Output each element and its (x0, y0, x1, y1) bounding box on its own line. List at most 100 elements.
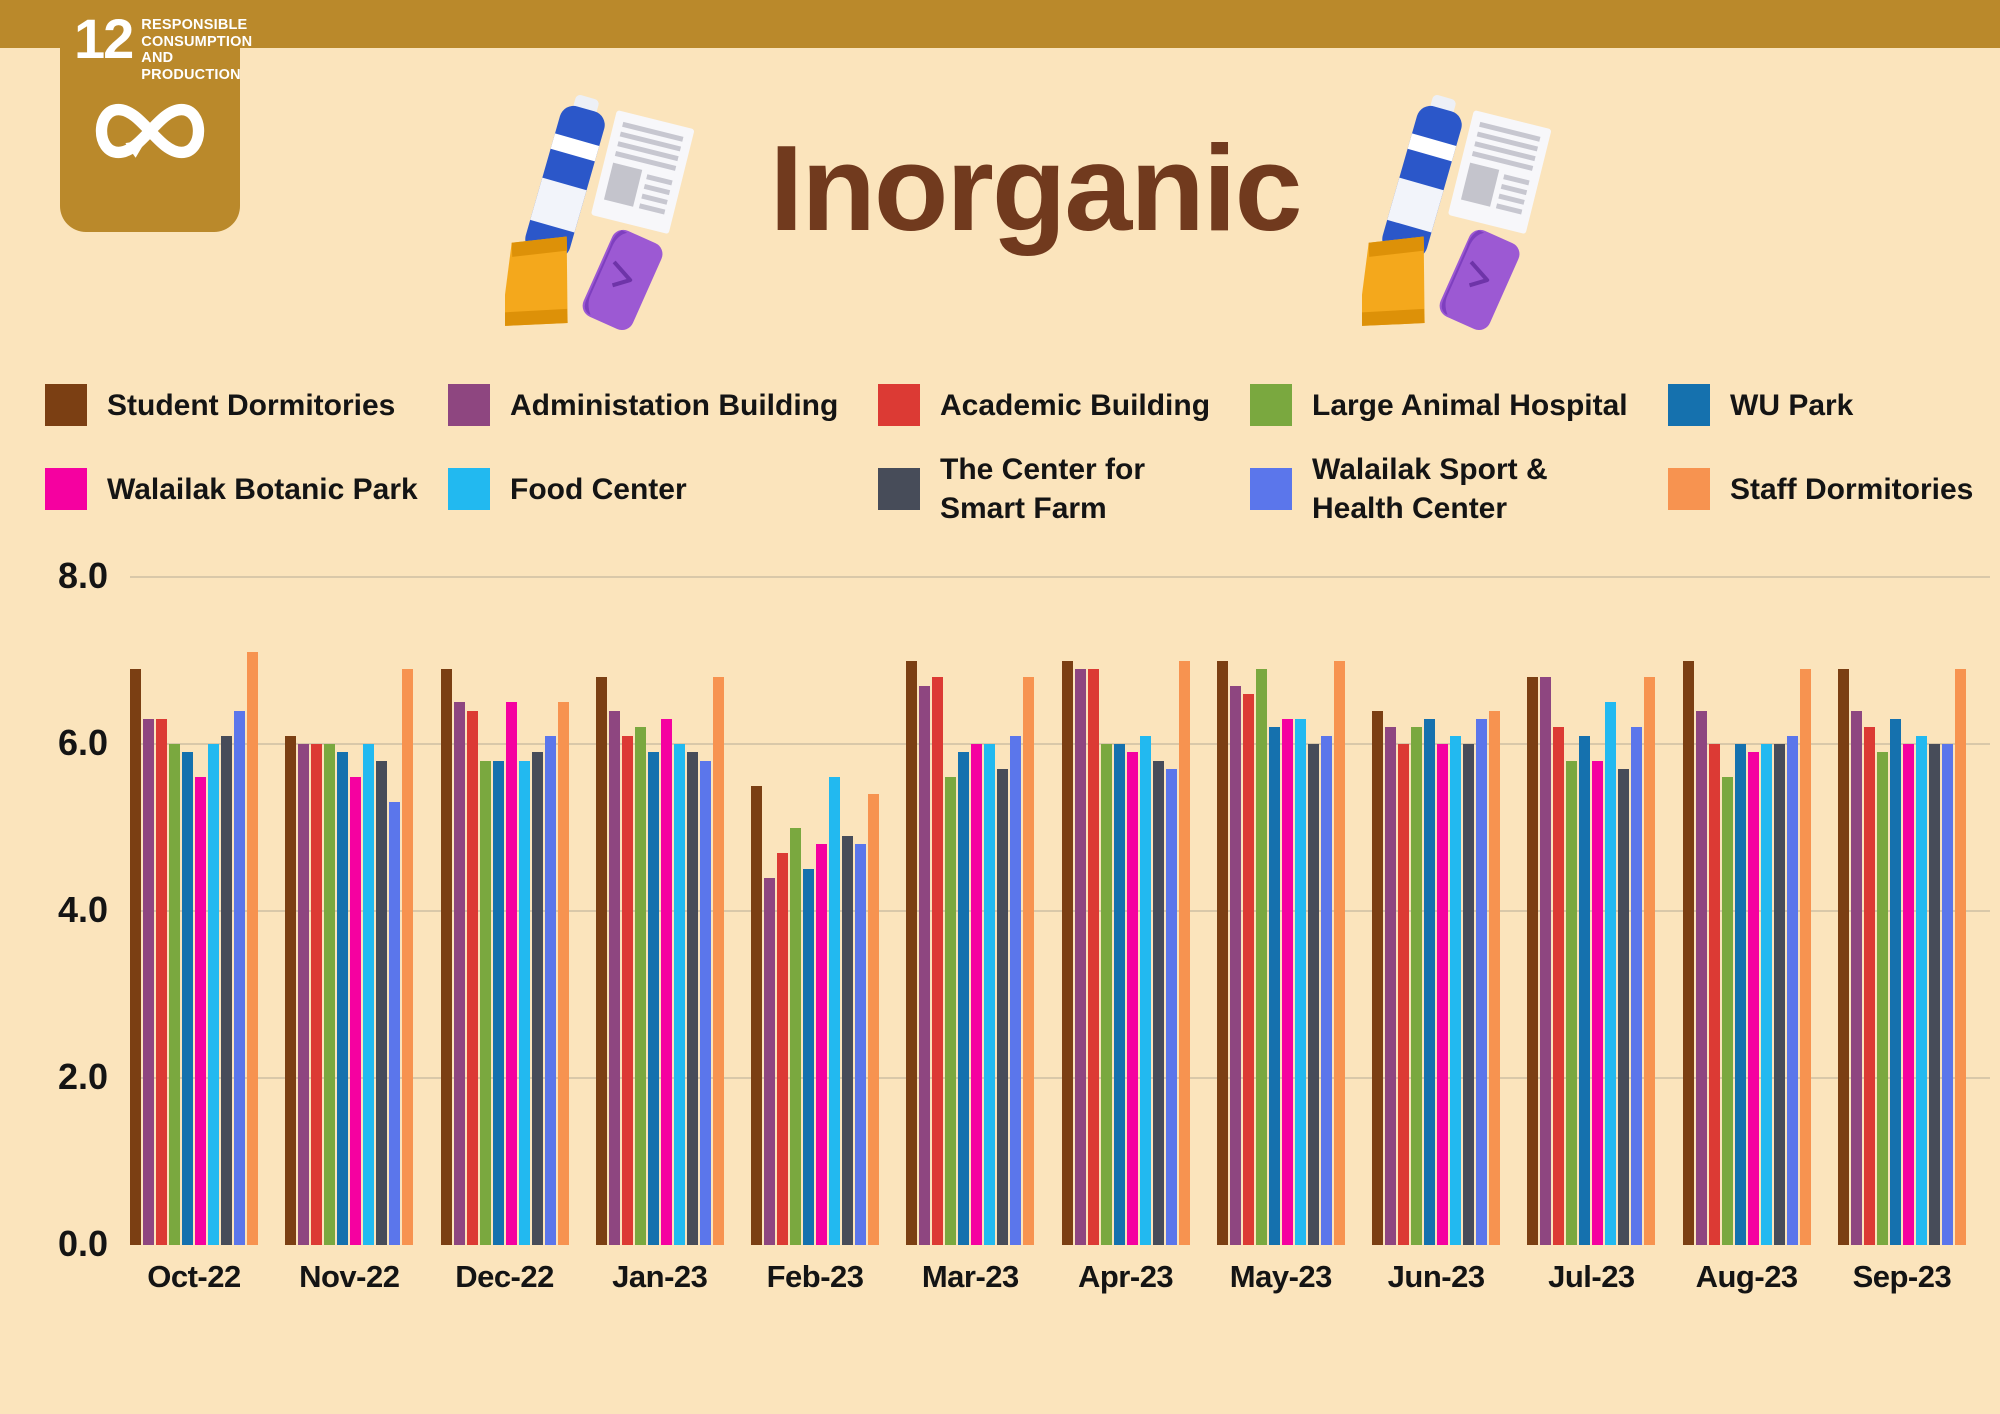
bar (1682, 660, 1694, 1245)
bar (699, 760, 711, 1245)
bar-group-Sep-23 (1837, 577, 1966, 1245)
bar (764, 877, 776, 1245)
x-axis-label: Jul-23 (1548, 1259, 1635, 1294)
grid-line (130, 576, 1990, 578)
bar (1540, 677, 1552, 1245)
bar (298, 744, 310, 1245)
bar (660, 718, 672, 1245)
bar (311, 744, 323, 1245)
y-axis-tick-label: 6.0 (57, 722, 108, 763)
bar (466, 710, 478, 1245)
bar-group-Oct-22 (130, 577, 258, 1245)
bar (1837, 668, 1849, 1245)
bar (557, 702, 569, 1245)
legend-item: WU Park (1668, 384, 1975, 426)
wrapper-icon (582, 229, 663, 330)
bar (1268, 727, 1280, 1245)
bar (1941, 744, 1953, 1245)
bar (868, 794, 880, 1245)
bar (751, 785, 763, 1245)
y-axis-tick-label: 8.0 (57, 555, 108, 596)
bar (1255, 668, 1267, 1245)
bar (1372, 710, 1384, 1245)
bar (1398, 744, 1410, 1245)
bar (1216, 660, 1228, 1245)
legend-label: Administation Building (510, 388, 839, 422)
grid-line (130, 743, 1990, 745)
bar (712, 677, 724, 1245)
bar (505, 702, 517, 1245)
bar (1734, 744, 1746, 1245)
legend-swatch (878, 384, 920, 426)
bar (1307, 744, 1319, 1245)
legend-swatch (1668, 384, 1710, 426)
bar (337, 752, 349, 1245)
bar (479, 760, 491, 1245)
bar (1489, 710, 1501, 1245)
bar-group-Apr-23 (1061, 577, 1190, 1245)
bar (1954, 668, 1966, 1245)
bar (1242, 693, 1254, 1245)
bar (1385, 727, 1397, 1245)
bar (1566, 760, 1578, 1245)
legend-swatch (448, 468, 490, 510)
grid-line (130, 1077, 1990, 1079)
x-axis: Oct-22 Nov-22 Dec-22 Jan-23 Feb-23 Mar-23 Apr-… (130, 1259, 1966, 1295)
bar (595, 677, 607, 1245)
bar (130, 668, 141, 1245)
bar-group-Feb-23 (751, 577, 880, 1245)
bar (1463, 744, 1475, 1245)
legend-swatch (1668, 468, 1710, 510)
bar (453, 702, 465, 1245)
bar-group-Mar-23 (906, 577, 1035, 1245)
bar (1074, 668, 1086, 1245)
legend-swatch (45, 468, 87, 510)
bar-chart: 8.0 6.0 4.0 2.0 0.0 Oct-22 Nov-22 Dec-22 Jan-23 F… (0, 555, 2000, 1357)
bar (919, 685, 931, 1245)
bar (945, 777, 957, 1245)
grid-line (130, 910, 1990, 912)
legend-swatch (878, 468, 920, 510)
legend-label: Staff Dormitories (1730, 472, 1974, 506)
x-axis-label: Jun-23 (1387, 1259, 1485, 1294)
bar (1618, 769, 1630, 1245)
legend-item: Academic Building (878, 384, 1250, 426)
bar (984, 744, 996, 1245)
trash-illustration-right (1357, 92, 1567, 332)
bar (829, 777, 841, 1245)
bar (440, 668, 452, 1245)
legend-label: The Center for Smart Farm (940, 453, 1146, 525)
bar (1631, 727, 1643, 1245)
bar (1592, 760, 1604, 1245)
bar (855, 844, 867, 1245)
bar-group-Aug-23 (1682, 577, 1811, 1245)
legend-item: The Center for Smart Farm (878, 450, 1250, 528)
bar (1139, 735, 1151, 1245)
bar (531, 752, 543, 1245)
bar (402, 668, 414, 1245)
bar (350, 777, 362, 1245)
bar-group-Nov-22 (285, 577, 414, 1245)
trash-illustration-left (500, 92, 710, 332)
bar (1760, 744, 1772, 1245)
bar (1333, 660, 1345, 1245)
legend: Student Dormitories Administation Buildin… (45, 384, 1975, 528)
bar (1747, 752, 1759, 1245)
bar (376, 760, 388, 1245)
sdg-goal-number: 12 (74, 7, 134, 70)
bar (1579, 735, 1591, 1245)
legend-item: Walailak Botanic Park (45, 468, 448, 510)
bar (1889, 718, 1901, 1245)
bar-group-Jun-23 (1372, 577, 1501, 1245)
x-axis-label: Jan-23 (612, 1259, 708, 1294)
legend-row: Student Dormitories Administation Buildin… (45, 384, 1975, 426)
snack-bag-icon (500, 236, 568, 327)
legend-item: Administation Building (448, 384, 878, 426)
bar (1126, 752, 1138, 1245)
bar (803, 869, 815, 1245)
bar (958, 752, 970, 1245)
legend-label: WU Park (1730, 388, 1854, 422)
bar (1928, 744, 1940, 1245)
bar (932, 677, 944, 1245)
